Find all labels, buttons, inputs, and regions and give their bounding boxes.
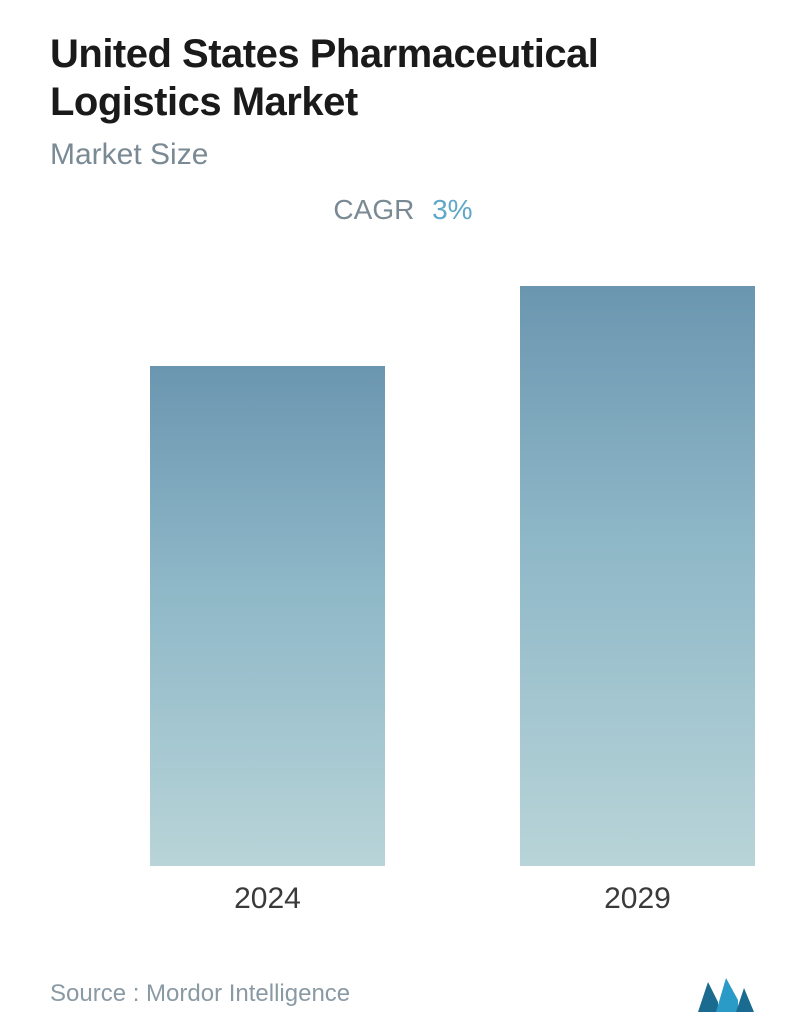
bar-2029 <box>520 286 755 866</box>
footer: Source : Mordor Intelligence <box>50 974 756 1014</box>
cagr-label: CAGR <box>333 194 414 225</box>
subtitle: Market Size <box>50 138 756 172</box>
cagr-value: 3% <box>432 194 472 225</box>
page-title: United States Pharmaceutical Logistics M… <box>50 30 756 126</box>
bar-label-2024: 2024 <box>150 882 385 916</box>
bar-chart: 2024 2029 <box>50 266 756 926</box>
brand-logo-icon <box>696 974 756 1014</box>
bar-label-2029: 2029 <box>520 882 755 916</box>
source-text: Source : Mordor Intelligence <box>50 980 350 1008</box>
cagr-row: CAGR 3% <box>50 194 756 226</box>
bar-2024 <box>150 366 385 866</box>
